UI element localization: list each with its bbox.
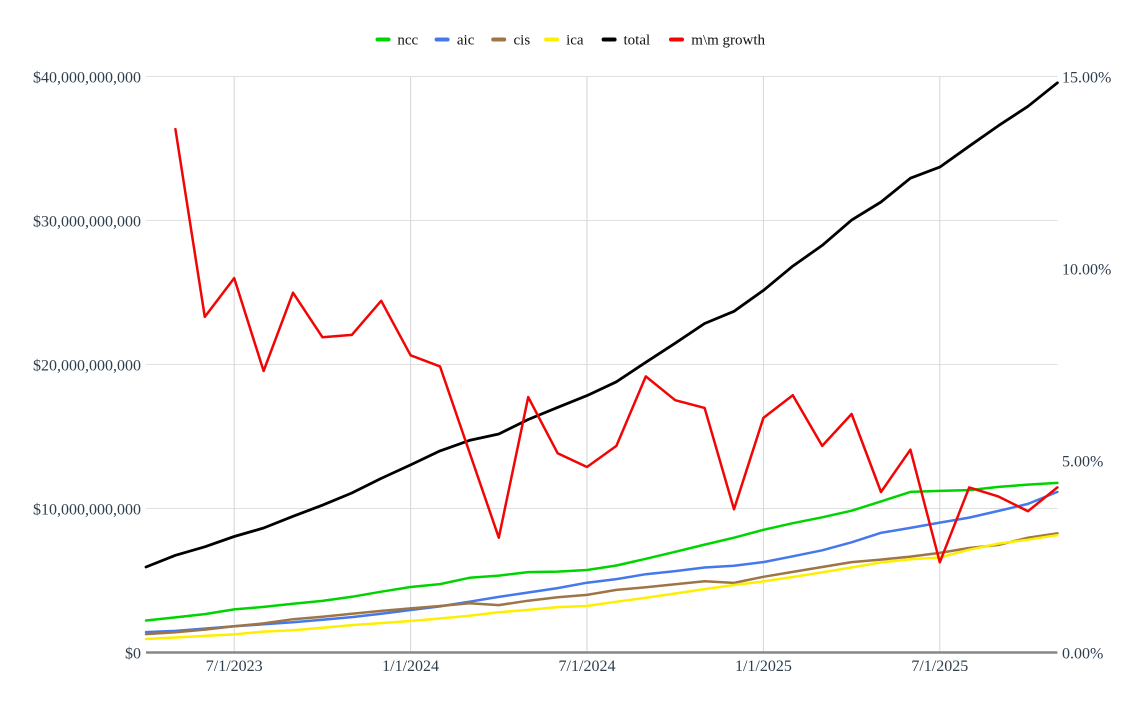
svg-text:$40,000,000,000: $40,000,000,000 xyxy=(33,70,141,87)
svg-text:ica: ica xyxy=(566,33,584,49)
svg-text:1/1/2025: 1/1/2025 xyxy=(735,658,792,675)
svg-text:1/1/2024: 1/1/2024 xyxy=(382,658,439,675)
svg-text:cis: cis xyxy=(514,33,531,49)
svg-text:7/1/2023: 7/1/2023 xyxy=(206,658,263,675)
svg-text:total: total xyxy=(624,33,651,49)
svg-text:$30,000,000,000: $30,000,000,000 xyxy=(33,214,141,231)
svg-text:m\m growth: m\m growth xyxy=(691,33,765,49)
svg-text:7/1/2025: 7/1/2025 xyxy=(911,658,968,675)
svg-text:$20,000,000,000: $20,000,000,000 xyxy=(33,358,141,375)
svg-text:ncc: ncc xyxy=(397,33,418,49)
svg-text:7/1/2024: 7/1/2024 xyxy=(559,658,616,675)
svg-text:15.00%: 15.00% xyxy=(1062,70,1111,87)
svg-text:10.00%: 10.00% xyxy=(1062,262,1111,279)
svg-text:0.00%: 0.00% xyxy=(1062,646,1103,663)
svg-text:$0: $0 xyxy=(125,646,141,663)
svg-text:$10,000,000,000: $10,000,000,000 xyxy=(33,502,141,519)
svg-text:aic: aic xyxy=(457,33,475,49)
svg-text:5.00%: 5.00% xyxy=(1062,454,1103,471)
